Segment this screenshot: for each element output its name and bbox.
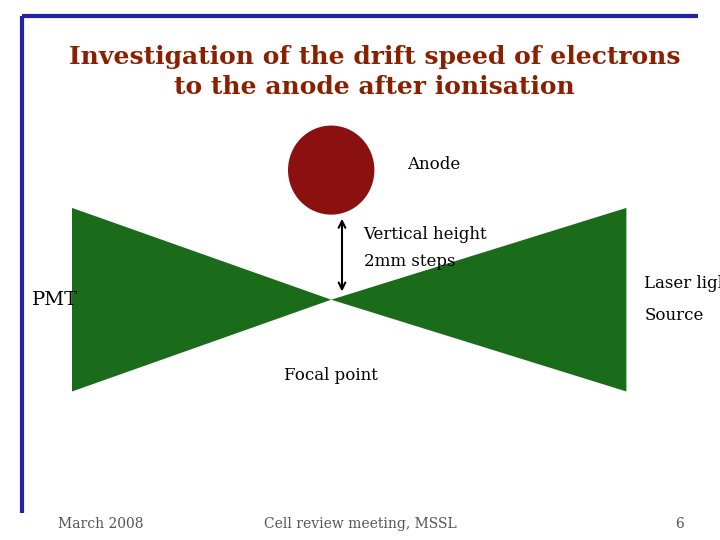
Polygon shape <box>331 208 626 392</box>
Text: 2mm steps: 2mm steps <box>364 253 455 271</box>
Text: Investigation of the drift speed of electrons: Investigation of the drift speed of elec… <box>68 45 680 69</box>
Text: Anode: Anode <box>407 156 460 173</box>
Text: Vertical height: Vertical height <box>364 226 487 244</box>
Polygon shape <box>72 208 331 392</box>
Text: March 2008: March 2008 <box>58 517 143 531</box>
Text: Laser light: Laser light <box>644 275 720 292</box>
Text: to the anode after ionisation: to the anode after ionisation <box>174 76 575 99</box>
Text: Cell review meeting, MSSL: Cell review meeting, MSSL <box>264 517 456 531</box>
Ellipse shape <box>288 125 374 214</box>
Text: Focal point: Focal point <box>284 367 378 384</box>
Text: 6: 6 <box>675 517 684 531</box>
Text: PMT: PMT <box>32 291 78 309</box>
Text: Source: Source <box>644 307 703 325</box>
